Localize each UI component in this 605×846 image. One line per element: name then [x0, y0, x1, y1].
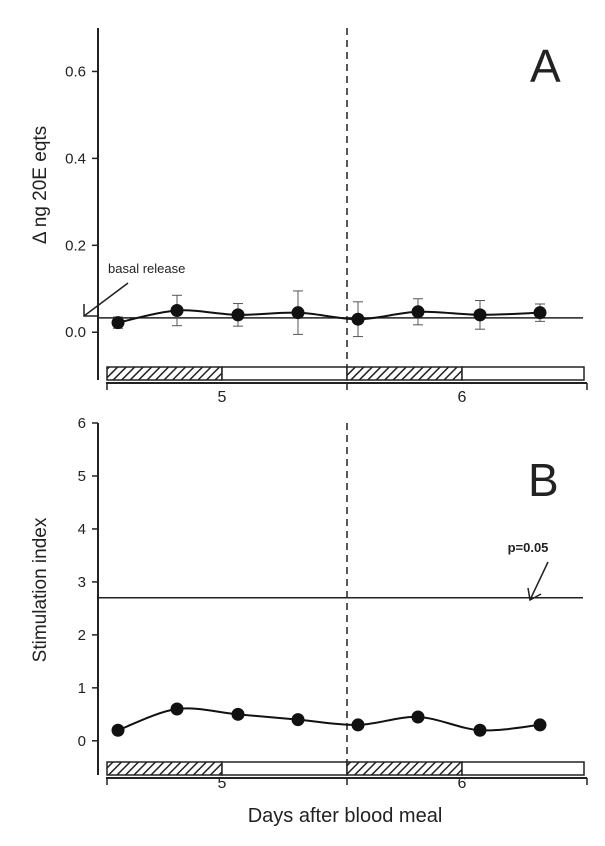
- panel-b-bar-segment-open: [221, 761, 348, 776]
- panel-a-letter: A: [530, 40, 561, 92]
- panel-a-plot: 0.0 0.2 0.4 0.6: [65, 28, 588, 390]
- panel-a-day-label-2: 6: [458, 389, 467, 406]
- panel-b-bar-segment-hatched: [106, 761, 223, 776]
- panel-b-y-tick-label: 0: [78, 733, 86, 750]
- p-value-annotation: p=0.05: [508, 540, 549, 555]
- panel-a-data-point: [473, 308, 487, 322]
- panel-a-data-point: [170, 304, 184, 317]
- panel-b-bar-segment-hatched: [346, 761, 463, 776]
- panel-a-y-tick-label: 0.6: [65, 63, 86, 80]
- panel-b-data-point: [170, 702, 184, 716]
- panel-a-bar-segment-hatched: [106, 366, 223, 381]
- panel-b-y-tick-label: 4: [78, 521, 86, 538]
- panel-a-data-point: [111, 316, 125, 330]
- panel-a-bar-segment-open: [221, 366, 348, 381]
- panel-b-data-point: [231, 707, 245, 721]
- panel-b-data-point: [291, 713, 305, 727]
- panel-a-data-point: [231, 308, 245, 322]
- panel-a-y-tick-label: 0.2: [65, 237, 86, 254]
- panel-b-day-label-1: 5: [218, 775, 227, 792]
- panel-b: 0 1 2 3 4 5 6 B Stimulation index p=0.05 5 6 D…: [30, 415, 588, 827]
- panel-a-ylabel: Δ ng 20E eqts: [30, 126, 51, 244]
- panel-b-letter: B: [528, 454, 559, 506]
- p-value-arrow: [527, 561, 549, 602]
- panel-b-y-tick-label: 2: [78, 627, 86, 644]
- panel-b-data-point: [351, 718, 365, 732]
- basal-release-arrow: [83, 282, 129, 317]
- panel-a-data-point: [411, 305, 425, 319]
- panel-a: 0.0 0.2 0.4 0.6 A Δ ng 20E eqts basal relea…: [30, 28, 588, 406]
- panel-b-y-tick-label: 1: [78, 680, 86, 697]
- panel-b-data-point: [411, 710, 425, 724]
- panel-b-bar-segment-open: [461, 761, 585, 776]
- panel-a-day-label-1: 5: [218, 389, 227, 406]
- panel-b-ylabel: Stimulation index: [30, 517, 51, 662]
- panel-a-y-tick-label: 0.4: [65, 150, 86, 167]
- panel-b-y-tick-label: 5: [78, 468, 86, 485]
- panel-b-data-point: [111, 723, 125, 737]
- panel-a-bar-segment-open: [461, 366, 585, 381]
- x-axis-title: Days after blood meal: [248, 805, 443, 827]
- panel-b-day-label-2: 6: [458, 775, 467, 792]
- panel-b-data-point: [533, 718, 547, 732]
- panel-a-y-tick-label: 0.0: [65, 324, 86, 341]
- panel-a-data-point: [533, 306, 547, 320]
- panel-a-data-point: [291, 306, 305, 320]
- basal-release-annotation: basal release: [108, 261, 185, 276]
- panel-b-plot: 0 1 2 3 4 5 6: [78, 415, 588, 785]
- panel-b-y-tick-label: 3: [78, 574, 86, 591]
- panel-b-data-point: [473, 723, 487, 737]
- panel-a-bar-segment-hatched: [346, 366, 463, 381]
- panel-a-data-point: [351, 312, 365, 326]
- panel-b-y-tick-label: 6: [78, 415, 86, 432]
